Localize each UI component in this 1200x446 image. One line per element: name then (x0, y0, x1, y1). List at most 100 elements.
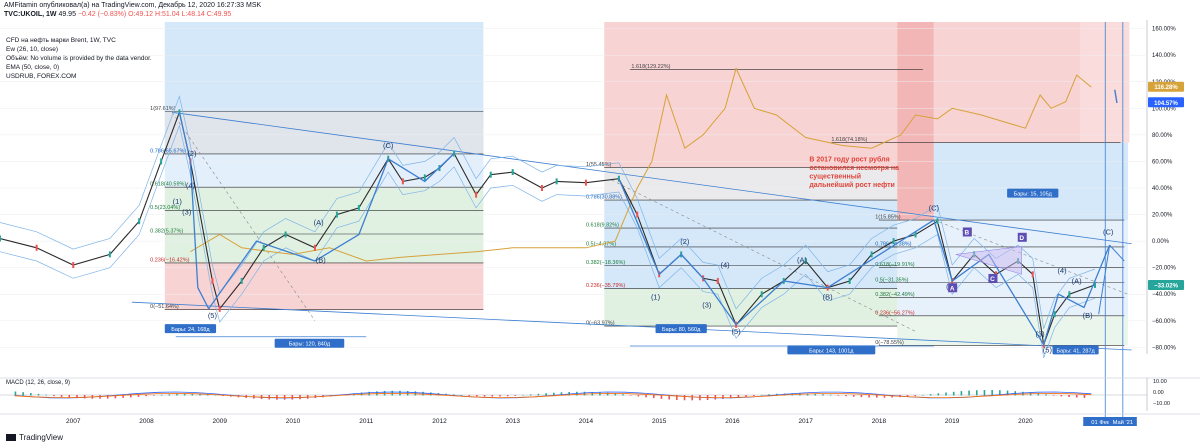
x-date-badge-label: Май '21 (1113, 419, 1134, 426)
macd-histogram-bar (614, 393, 617, 396)
wave-label: (1) (651, 293, 661, 302)
macd-histogram-bar (999, 390, 1001, 396)
macd-histogram-bar (768, 394, 770, 396)
trendline-lower (131, 301, 1132, 351)
candle-mark (555, 178, 558, 185)
wave-label: (5) (1043, 346, 1053, 355)
fib-level-label: 0.786(−4.38%) (875, 241, 911, 247)
price-badge-label: 116.28% (1154, 85, 1178, 91)
fib-level-label: 0.5(−31.35%) (875, 277, 908, 283)
macd-histogram-bar (875, 395, 878, 398)
trendline-dash-2 (611, 179, 916, 332)
series-usdrub-line (190, 67, 1092, 262)
wave-label: (4) (186, 181, 196, 190)
y-tick-label: −80.00% (1152, 345, 1177, 351)
macd-histogram-bar (168, 394, 171, 396)
macd-histogram-bar (868, 395, 870, 398)
tradingview-brand[interactable]: TradingView (6, 433, 63, 442)
candle-mark (541, 185, 544, 191)
macd-histogram-bar (1068, 395, 1070, 398)
legend-ema[interactable]: EMA (50, close, 0) (6, 64, 60, 71)
wave-label: A (950, 285, 955, 292)
price-badge (1148, 97, 1184, 108)
legend-title[interactable]: CFD на нефть марки Brent, 1W, TVC (6, 37, 116, 44)
macd-histogram-bar (106, 395, 109, 399)
macd-histogram-bar (822, 394, 824, 396)
fib-level-label: 0.382(5.37%) (150, 228, 183, 234)
x-tick-label: 2016 (725, 418, 740, 425)
macd-histogram-bar (506, 395, 509, 397)
macd-histogram-bar (560, 392, 563, 396)
wave-label: C (990, 276, 995, 283)
x-tick-label: 2007 (66, 418, 81, 425)
wave-label: (A) (314, 218, 325, 227)
fib-level-label: 1.618(129.22%) (631, 64, 670, 70)
macd-histogram-bar (1037, 393, 1040, 396)
zone-grey-2014 (604, 167, 898, 201)
fib-level-label: 0.236(−16.42%) (150, 257, 189, 263)
macd-histogram-bar (68, 395, 71, 398)
macd-histogram-bar (645, 395, 647, 398)
candle-mark (160, 158, 163, 165)
legend-usdrub[interactable]: USDRUB, FOREX.COM (6, 73, 77, 80)
projection-arrow-1 (1098, 245, 1111, 315)
y-tick-label: −20.00% (1152, 266, 1177, 272)
wave-path-0 (178, 112, 210, 310)
macd-histogram-bar (537, 393, 540, 396)
macd-histogram-bar (122, 395, 124, 398)
wave-label-box (962, 227, 972, 237)
fib-level-label: 0(−78.55%) (875, 340, 904, 346)
macd-histogram-bar (191, 393, 194, 396)
candle-mark (240, 277, 243, 284)
fib-level-label: 0.618(9.82%) (586, 223, 619, 229)
annotation-text: существенный (809, 172, 861, 180)
macd-histogram-bar (629, 395, 632, 396)
envelope-lower (0, 124, 1096, 359)
symbol[interactable]: TVC:UKOIL, 1W (4, 11, 57, 18)
wave-label: (A) (797, 255, 808, 264)
fib-level-label: 0.618(−19.91%) (875, 262, 914, 268)
series-ukoil-line (0, 110, 1096, 345)
candle-mark (387, 155, 390, 162)
legend-ew[interactable]: Ew (26, 10, close) (6, 46, 59, 53)
macd-histogram-bar (652, 395, 655, 399)
macd-histogram-bar (499, 395, 501, 397)
macd-histogram-bar (991, 390, 993, 396)
macd-histogram-bar (22, 392, 24, 396)
candle-mark (870, 251, 873, 258)
macd-histogram-bar (837, 395, 840, 396)
macd-histogram-bar (968, 390, 970, 396)
macd-histogram-bar (676, 395, 678, 400)
macd-histogram-bar (668, 395, 670, 400)
macd-histogram-bar (199, 394, 201, 396)
macd-histogram-bar (937, 393, 940, 396)
candle-mark (357, 204, 360, 211)
macd-histogram-bar (468, 395, 470, 396)
macd-histogram-bar (522, 394, 524, 396)
macd-histogram-bar (130, 395, 132, 398)
zone-blue-2008-b (164, 153, 484, 188)
macd-histogram-bar (929, 394, 932, 396)
projection-arrow-2 (1109, 244, 1125, 262)
wave-label: (3) (182, 208, 192, 217)
wave-label: (A) (1072, 277, 1083, 286)
wave-path-5 (933, 219, 1111, 347)
macd-histogram-bar (922, 394, 924, 396)
price-change: −0.42 (−0.83%) (77, 11, 127, 18)
zone-green-2008 (164, 187, 484, 263)
trendline-upper (172, 111, 1132, 245)
candle-mark (72, 262, 75, 269)
candle-mark (138, 218, 141, 225)
macd-histogram-bar (206, 394, 209, 396)
macd-histogram-bar (453, 394, 455, 396)
macd-histogram-bar (30, 393, 32, 396)
macd-histogram-bar (176, 394, 178, 396)
price-badge-label: 104.57% (1154, 101, 1178, 107)
macd-histogram-bar (914, 395, 917, 397)
legend-volume[interactable]: Объём: No volume is provided by the data… (6, 55, 152, 62)
fib-level-label: 0(−63.97%) (586, 321, 615, 327)
macd-histogram-bar (214, 394, 217, 396)
zone-green-2018 (897, 315, 1128, 346)
wave-label: (3) (1035, 330, 1045, 339)
candle-mark (1068, 291, 1071, 298)
